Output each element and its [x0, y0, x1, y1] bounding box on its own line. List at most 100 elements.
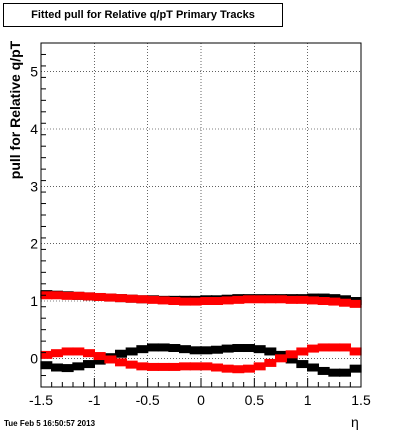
- data-point: [253, 362, 266, 371]
- data-point: [296, 295, 309, 304]
- data-point: [264, 347, 277, 356]
- data-point: [253, 345, 266, 354]
- data-point: [83, 360, 95, 369]
- data-point: [243, 364, 255, 373]
- data-point: [157, 296, 170, 305]
- data-point: [339, 343, 351, 352]
- data-point: [72, 362, 85, 371]
- data-point: [307, 344, 319, 353]
- data-point: [232, 365, 245, 374]
- y-tick-label: 3: [30, 178, 38, 194]
- data-point: [51, 363, 63, 372]
- data-point: [189, 362, 202, 371]
- data-point: [72, 347, 85, 356]
- data-point: [221, 344, 234, 353]
- data-point: [189, 297, 202, 306]
- data-point: [307, 296, 319, 305]
- x-tick-label: 1: [304, 392, 312, 408]
- data-series: [40, 290, 362, 377]
- data-point: [189, 346, 202, 355]
- data-point: [104, 355, 117, 364]
- data-point: [40, 291, 53, 300]
- data-point: [264, 358, 277, 367]
- y-tick-label: 1: [30, 293, 38, 309]
- data-point: [179, 345, 191, 354]
- data-point: [93, 352, 106, 361]
- data-point: [125, 360, 138, 369]
- data-point: [61, 364, 74, 373]
- data-point: [61, 347, 74, 356]
- data-point: [51, 291, 63, 300]
- data-point: [243, 295, 255, 304]
- timestamp: Tue Feb 5 16:50:57 2013: [4, 419, 96, 428]
- data-point: [51, 349, 63, 358]
- data-point: [72, 291, 85, 300]
- data-point: [285, 295, 298, 304]
- data-point: [93, 292, 106, 301]
- data-point: [275, 295, 287, 304]
- data-point: [232, 295, 245, 304]
- data-point: [221, 296, 234, 305]
- x-tick-label: -0.5: [136, 392, 160, 408]
- data-point: [147, 295, 159, 304]
- data-point: [349, 364, 362, 373]
- series-markers: [40, 343, 362, 374]
- data-point: [275, 354, 287, 363]
- data-point: [349, 299, 362, 308]
- data-point: [200, 362, 213, 371]
- grid: [41, 43, 361, 387]
- y-tick-label: 4: [30, 121, 38, 137]
- data-point: [307, 363, 319, 372]
- data-point: [243, 344, 255, 353]
- data-point: [296, 347, 309, 356]
- y-axis-label: pull for Relative q/pT: [7, 40, 23, 180]
- data-point: [200, 297, 213, 305]
- x-tick-label: 0.5: [245, 392, 265, 408]
- data-point: [136, 362, 149, 371]
- data-point: [211, 363, 223, 372]
- data-point: [93, 356, 106, 365]
- data-point: [328, 297, 341, 306]
- x-axis-label: η: [351, 414, 359, 430]
- y-tick-label: 5: [30, 64, 38, 80]
- x-tick-label: -1: [88, 392, 101, 408]
- x-tick-label: 0: [197, 392, 205, 408]
- data-point: [147, 343, 159, 352]
- data-point: [179, 297, 191, 306]
- data-point: [115, 294, 127, 303]
- data-point: [61, 291, 74, 300]
- data-point: [115, 349, 127, 358]
- data-point: [168, 362, 181, 371]
- axis-ticks: -1.5 -1 -0.5 0 0.5 1 1.5 0 1 2 3 4 5: [29, 42, 371, 408]
- x-tick-label: -1.5: [29, 392, 53, 408]
- data-point: [211, 297, 223, 305]
- data-point: [168, 297, 181, 305]
- data-point: [296, 360, 309, 369]
- data-point: [328, 368, 341, 377]
- y-tick-label: 2: [30, 236, 38, 252]
- data-point: [125, 347, 138, 356]
- data-point: [125, 294, 138, 303]
- data-point: [136, 345, 149, 354]
- data-point: [221, 364, 234, 373]
- data-point: [83, 292, 95, 301]
- data-point: [115, 358, 127, 367]
- data-point: [349, 347, 362, 356]
- series-markers: [40, 291, 362, 308]
- data-point: [339, 298, 351, 307]
- data-point: [147, 362, 159, 371]
- data-point: [157, 362, 170, 371]
- y-tick-label: 0: [30, 350, 38, 366]
- data-point: [211, 345, 223, 354]
- x-tick-label: 1.5: [351, 392, 371, 408]
- data-point: [317, 343, 330, 352]
- data-point: [339, 368, 351, 377]
- data-point: [40, 350, 53, 359]
- data-point: [104, 293, 117, 302]
- chart-title: Fitted pull for Relative q/pT Primary Tr…: [3, 3, 283, 27]
- data-point: [317, 366, 330, 375]
- data-point: [179, 362, 191, 371]
- data-point: [328, 343, 341, 352]
- data-point: [285, 350, 298, 359]
